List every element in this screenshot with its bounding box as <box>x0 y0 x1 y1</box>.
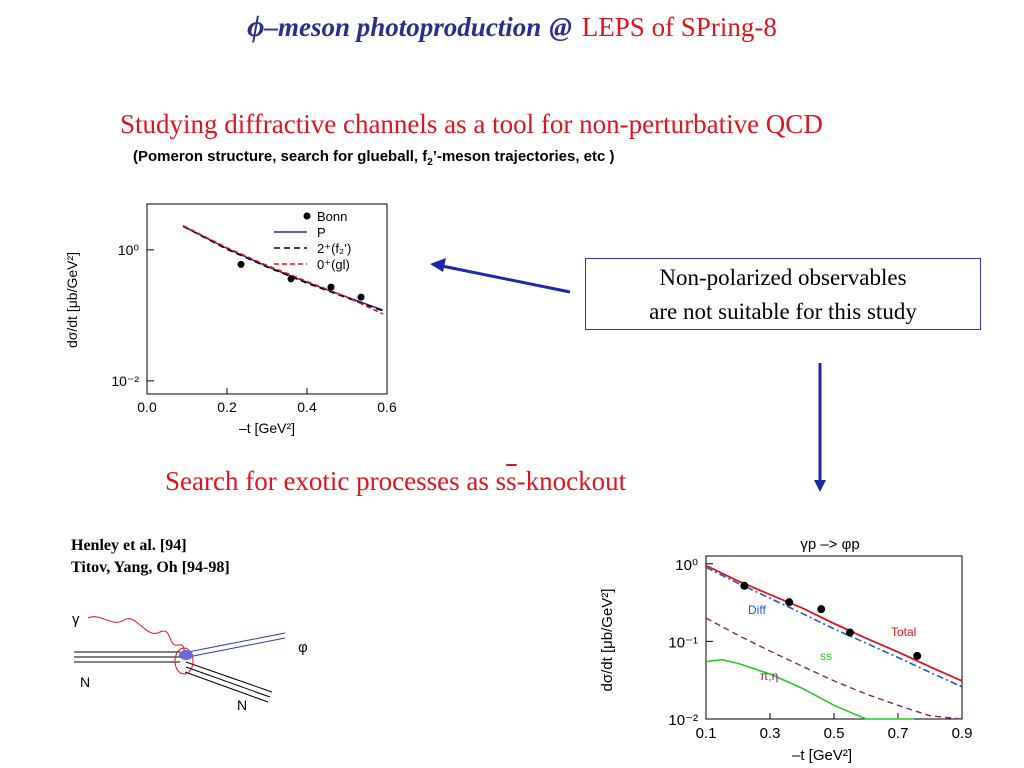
series-annotation: π,η <box>760 669 778 683</box>
references: Henley et al. [94] Titov, Yang, Oh [94-9… <box>71 535 230 579</box>
chart-title: γp –> φp <box>800 536 859 553</box>
chart-2: γp –> φp 0.1 0.3 0.5 0.7 0.9 10⁰ 10⁻¹ 10⁻² –t [Ge… <box>599 536 972 764</box>
reference-2: Titov, Yang, Oh [94-98] <box>71 559 230 576</box>
gamma-label: γ <box>72 611 80 628</box>
box-line-2: are not suitable for this study <box>649 299 917 324</box>
left-arrow-line <box>441 264 571 294</box>
x-axis-label: –t [GeV²] <box>792 747 852 764</box>
series-annotation: Diff <box>748 603 766 617</box>
series-annotation: Total <box>891 625 916 639</box>
left-arrow-head <box>430 258 446 272</box>
nucleon-in-label: N <box>80 674 90 690</box>
down-arrow-head <box>814 480 826 492</box>
y-tick-label: 10⁰ <box>118 242 140 258</box>
legend-label: P <box>317 225 326 240</box>
y-tick-label: 10⁻¹ <box>668 634 698 651</box>
title-phi: ϕ <box>247 10 265 43</box>
data-point <box>357 293 365 301</box>
y-axis-label: dσ/dt [μb/GeV²] <box>599 589 616 692</box>
x-tick-label: 0.6 <box>377 399 397 415</box>
nucleon-out-label: N <box>237 697 247 713</box>
observables-note-box: Non-polarized observables are not suitab… <box>585 258 981 330</box>
subtitle: Studying diffractive channels as a tool … <box>120 109 823 139</box>
x-tick-label: 0.1 <box>696 725 717 742</box>
x-tick-label: 0.4 <box>297 399 317 415</box>
reference-1: Henley et al. [94] <box>71 537 187 554</box>
series-line-1 <box>705 564 963 682</box>
title-dash: – <box>264 12 279 42</box>
series-annotation: ss <box>820 649 832 663</box>
x-tick-label: 0.5 <box>824 725 845 742</box>
x-tick-label: 0.7 <box>888 725 909 742</box>
series-line-1 <box>182 225 384 311</box>
y-axis-label: dσ/dt [μb/GeV²] <box>64 252 80 348</box>
data-point <box>913 651 922 660</box>
x-tick-label: 0.0 <box>137 399 157 415</box>
series-line-4 <box>705 617 963 720</box>
phi-line-1 <box>187 632 286 653</box>
phi-line-2 <box>187 637 286 658</box>
data-point <box>785 598 794 607</box>
series-line-3 <box>182 224 384 315</box>
legend-label: 0⁺(gl) <box>317 257 350 272</box>
vertex-blob <box>179 650 193 660</box>
series-line-2 <box>182 225 384 312</box>
knockout-diagram: γ φ N N <box>72 611 308 713</box>
nucleon-out-line-3 <box>184 671 269 703</box>
exotic-part-a: Search for exotic processes as s <box>165 466 507 496</box>
exotic-heading: Search for exotic processes as ss-knocko… <box>165 466 626 497</box>
chart-1: 0.0 0.2 0.4 0.6 10⁰ 10⁻² –t [GeV²] dσ/dt [μb/Ge… <box>64 203 397 436</box>
y-tick-label: 10⁻² <box>668 712 698 729</box>
box-line-1: Non-polarized observables <box>659 265 907 290</box>
photon-line <box>87 616 187 657</box>
y-tick-label: 10⁰ <box>675 557 698 574</box>
data-point <box>287 275 295 283</box>
phi-label: φ <box>298 639 308 656</box>
nucleon-out-line-2 <box>185 666 271 698</box>
x-axis-label: –t [GeV²] <box>239 420 295 436</box>
data-point <box>327 283 335 291</box>
exotic-part-b: -knockout <box>516 466 627 496</box>
nucleon-out-line-1 <box>185 661 273 693</box>
plot-frame <box>705 555 963 720</box>
title-at: @ <box>549 12 572 42</box>
data-point <box>237 260 245 268</box>
x-tick-label: 0.2 <box>217 399 237 415</box>
title-leps: LEPS of SPring-8 <box>581 12 777 42</box>
legend-label: 2⁺(f₂’) <box>317 241 351 256</box>
vertex-ellipse <box>174 647 194 675</box>
plot-frame <box>146 203 388 395</box>
series-line-2 <box>705 566 963 688</box>
subnote-part-a: (Pomeron structure, search for glueball,… <box>133 148 428 165</box>
slide-title: ϕ–meson photoproduction @ LEPS of SPring-8 <box>0 10 1024 44</box>
data-point <box>846 628 854 637</box>
data-point <box>740 581 749 590</box>
legend-label: Bonn <box>317 209 347 224</box>
x-tick-label: 0.3 <box>760 725 781 742</box>
subnote-part-b: ’-meson trajectories, etc ) <box>432 148 615 165</box>
title-main: meson photoproduction <box>278 12 542 42</box>
legend-marker-bonn <box>303 212 311 220</box>
data-point <box>817 605 826 614</box>
x-tick-label: 0.9 <box>952 725 973 742</box>
subtitle-note: (Pomeron structure, search for glueball,… <box>133 148 615 168</box>
exotic-sbar: s <box>506 466 517 496</box>
subnote-sub: 2 <box>427 157 433 168</box>
y-tick-label: 10⁻² <box>111 373 139 389</box>
series-line-3 <box>705 658 914 720</box>
